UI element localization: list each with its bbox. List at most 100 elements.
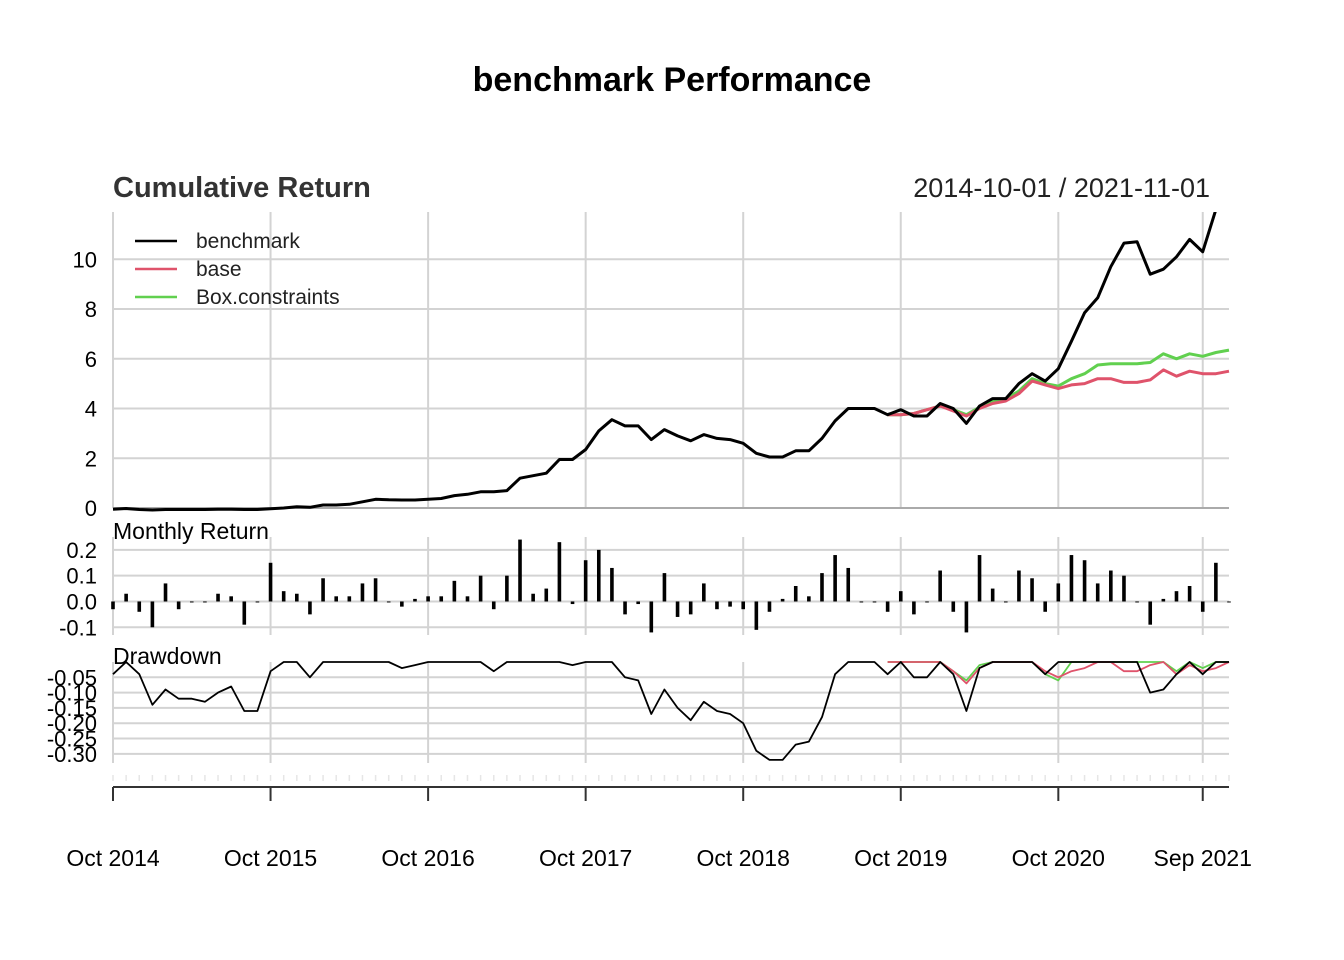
cumulative-lines <box>112 212 1230 512</box>
monthly-bar-2021-10 <box>1214 562 1218 602</box>
monthly-bar-2014-11 <box>124 593 128 602</box>
monthly-bar-2018-09 <box>728 601 732 607</box>
drawdown-y-tick-1: -0.10 <box>47 681 97 706</box>
monthly-bar-2021-04 <box>1135 601 1139 603</box>
legend-item-box-constraints: Box.constraints <box>135 286 340 309</box>
monthly-bar-2020-12 <box>1082 560 1087 602</box>
x-tick-label-7: Sep 2021 <box>1153 845 1251 871</box>
monthly-bar-2021-09 <box>1200 601 1205 612</box>
monthly-bar-2017-10 <box>583 560 588 602</box>
monthly-bar-2019-01 <box>780 598 785 602</box>
legend-item-benchmark: benchmark <box>135 230 300 253</box>
monthly-bar-2020-04 <box>977 555 982 602</box>
monthly-bar-2018-11 <box>754 601 759 630</box>
chart-title: benchmark Performance <box>473 61 872 99</box>
monthly-bar-2020-08 <box>1030 578 1034 602</box>
monthly-bar-2018-05 <box>675 601 680 617</box>
monthly-bar-2015-09 <box>255 601 260 603</box>
monthly-bar-2018-07 <box>702 583 706 602</box>
monthly-bar-2015-05 <box>203 601 207 603</box>
monthly-bar-2020-05 <box>990 588 995 602</box>
monthly-return-title: Monthly Return <box>113 518 269 544</box>
monthly-bar-2020-03 <box>964 601 969 633</box>
monthly-bar-2020-06 <box>1004 601 1008 603</box>
drawdown-line-benchmark <box>112 661 1229 761</box>
x-tick-label-1: Oct 2015 <box>224 845 317 871</box>
monthly-bar-2015-06 <box>216 593 220 602</box>
monthly-bar-2020-02 <box>951 601 956 612</box>
legend: benchmark base Box.constraints <box>135 230 340 309</box>
cumulative-y-axis: 0 2 4 6 8 10 <box>73 247 97 521</box>
monthly-bar-2020-09 <box>1043 601 1047 612</box>
cumulative-y-tick-2: 4 <box>85 397 97 422</box>
drawdown-lines <box>112 661 1230 761</box>
drawdown-y-tick-4: -0.25 <box>47 727 97 752</box>
monthly-bar-2017-01 <box>465 596 470 602</box>
monthly-bar-2021-06 <box>1161 598 1166 602</box>
monthly-bar-2017-02 <box>478 575 483 602</box>
monthly-bar-2016-08 <box>400 601 404 607</box>
legend-label: base <box>196 258 242 281</box>
monthly-y-tick-0: -0.1 <box>59 615 97 640</box>
monthly-bar-2017-12 <box>610 567 614 602</box>
cumulative-y-tick-1: 2 <box>85 446 97 471</box>
legend-label: benchmark <box>196 230 300 253</box>
x-tick-label-6: Oct 2020 <box>1012 845 1105 871</box>
monthly-bar-2021-07 <box>1174 591 1179 602</box>
cumulative-y-tick-3: 6 <box>85 347 97 372</box>
monthly-bar-2014-10 <box>111 601 115 610</box>
monthly-bar-2016-02 <box>321 578 325 602</box>
cumulative-y-tick-0: 0 <box>85 496 97 521</box>
monthly-bars <box>111 539 1231 633</box>
monthly-bar-2017-08 <box>557 542 562 602</box>
monthly-bar-2021-11 <box>1227 601 1231 603</box>
monthly-bar-2019-11 <box>912 601 916 615</box>
monthly-bar-2016-12 <box>452 580 457 602</box>
monthly-bar-2015-03 <box>176 601 181 610</box>
monthly-bar-2019-08 <box>872 601 877 603</box>
monthly-bar-2021-02 <box>1109 570 1113 602</box>
monthly-bar-2016-06 <box>373 578 378 602</box>
x-tick-label-5: Oct 2019 <box>854 845 947 871</box>
monthly-bar-2017-03 <box>491 601 496 610</box>
monthly-bar-2015-11 <box>281 591 286 602</box>
monthly-bar-2017-05 <box>518 539 522 602</box>
drawdown-y-tick-0: -0.05 <box>47 665 97 690</box>
monthly-bar-2019-06 <box>846 567 851 602</box>
cumulative-line-base <box>887 368 1230 418</box>
monthly-bar-2020-01 <box>938 570 942 602</box>
monthly-bar-2019-07 <box>859 601 864 603</box>
monthly-y-tick-2: 0.1 <box>66 564 97 589</box>
monthly-bar-2017-09 <box>570 601 575 605</box>
monthly-bar-2018-06 <box>688 601 693 615</box>
monthly-bar-2015-01 <box>150 601 155 628</box>
monthly-bar-2018-01 <box>623 601 627 615</box>
monthly-bar-2016-11 <box>439 596 444 602</box>
monthly-bar-2019-10 <box>898 591 903 602</box>
drawdown-y-tick-2: -0.15 <box>47 696 97 721</box>
monthly-bar-2020-10 <box>1056 583 1061 602</box>
monthly-bar-2019-03 <box>807 596 811 602</box>
monthly-bar-2019-02 <box>793 586 798 602</box>
monthly-bar-2019-05 <box>833 555 837 602</box>
legend-label: Box.constraints <box>196 286 340 309</box>
monthly-bar-2020-11 <box>1069 555 1074 602</box>
monthly-bar-2018-03 <box>649 601 654 633</box>
monthly-grid <box>112 537 1229 635</box>
monthly-bar-2015-10 <box>268 562 273 602</box>
monthly-bar-2017-07 <box>544 588 549 602</box>
monthly-bar-2015-08 <box>242 601 247 625</box>
monthly-bar-2016-03 <box>334 596 338 602</box>
cumulative-y-tick-4: 8 <box>85 297 97 322</box>
monthly-bar-2021-05 <box>1148 601 1153 625</box>
monthly-bar-2018-04 <box>662 573 667 602</box>
date-range-label: 2014-10-01 / 2021-11-01 <box>913 173 1210 203</box>
monthly-bar-2019-12 <box>925 601 929 603</box>
monthly-y-axis: -0.10.00.10.2 <box>59 538 97 640</box>
monthly-bar-2018-08 <box>715 601 719 610</box>
monthly-bar-2018-10 <box>741 601 746 610</box>
monthly-bar-2017-04 <box>505 575 509 602</box>
x-tick-label-2: Oct 2016 <box>381 845 474 871</box>
x-tick-label-4: Oct 2018 <box>697 845 790 871</box>
